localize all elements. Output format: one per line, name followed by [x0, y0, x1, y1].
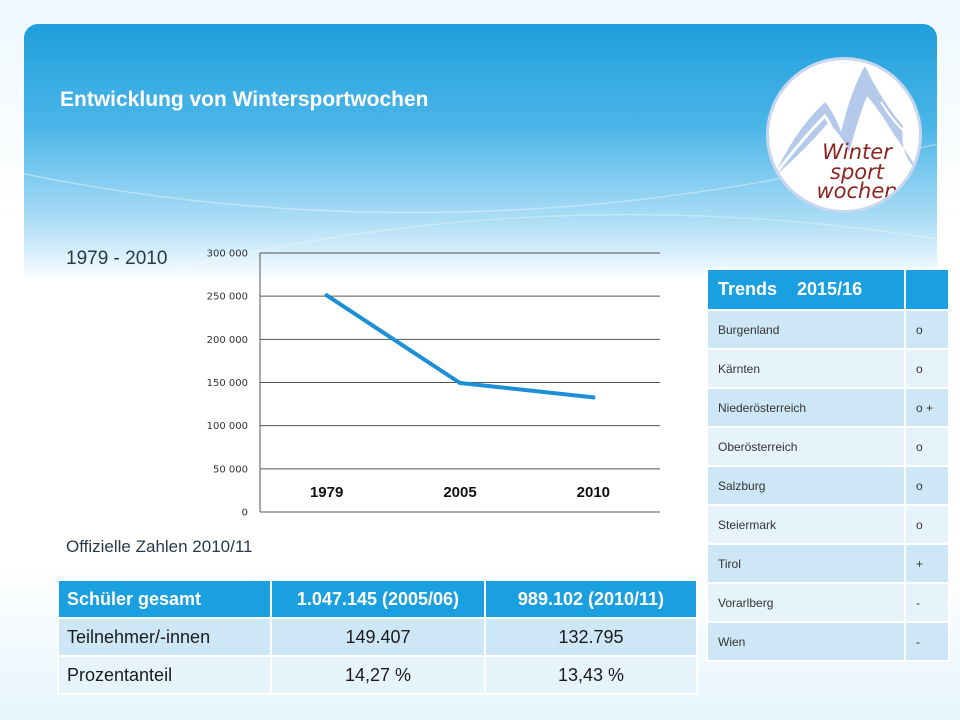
y-tick-label: 250 000 — [207, 292, 248, 303]
region-name: Salzburg — [706, 465, 906, 506]
stats-cell: Teilnehmer/-innen — [57, 617, 272, 657]
slide-title: Entwicklung von Wintersportwochen — [60, 88, 429, 111]
data-point — [591, 395, 596, 400]
logo-text-sport: sport — [830, 160, 884, 184]
participants-line-chart: 0 50 000 100 000 150 000 200 000 250 000 300 0… — [207, 249, 660, 519]
gridlines — [259, 252, 660, 513]
trend-value: o — [904, 426, 950, 467]
region-name: Tirol — [706, 543, 906, 584]
trends-table: Trends 2015/16 Burgenland o Kärnten o Nied… — [706, 268, 950, 662]
trends-header-cell — [904, 268, 950, 311]
trend-value: + — [904, 543, 950, 584]
y-tick-label: 100 000 — [207, 421, 248, 432]
x-tick-label: 2010 — [577, 484, 610, 501]
stats-header-cell: 1.047.145 (2005/06) — [270, 579, 486, 619]
mountain-icon — [773, 66, 919, 178]
logo-text-winter: Winter — [822, 140, 892, 164]
stats-header-row: Schüler gesamt 1.047.145 (2005/06) 989.1… — [57, 579, 698, 619]
trends-header-cell: Trends 2015/16 — [706, 268, 906, 311]
y-axis-ticks: 0 50 000 100 000 150 000 200 000 250 000 300 0… — [207, 249, 248, 519]
table-row: Kärnten o — [706, 348, 950, 389]
region-name: Niederösterreich — [706, 387, 906, 428]
region-name: Burgenland — [706, 309, 906, 350]
trend-value: o — [904, 504, 950, 545]
stats-cell: Prozentanteil — [57, 655, 272, 695]
stats-cell: 149.407 — [270, 617, 486, 657]
table-row: Prozentanteil 14,27 % 13,43 % — [57, 655, 698, 695]
x-tick-label: 1979 — [310, 484, 343, 501]
series — [324, 293, 596, 400]
region-name: Steiermark — [706, 504, 906, 545]
y-tick-label: 50 000 — [213, 464, 248, 475]
trend-value: o — [904, 309, 950, 350]
trend-value: o — [904, 348, 950, 389]
y-tick-label: 300 000 — [207, 249, 248, 260]
trend-value: - — [904, 621, 950, 662]
table-row: Niederösterreich o + — [706, 387, 950, 428]
stats-header-cell: 989.102 (2010/11) — [484, 579, 698, 619]
y-tick-label: 200 000 — [207, 335, 248, 346]
table-row: Wien - — [706, 621, 950, 662]
table-row: Oberösterreich o — [706, 426, 950, 467]
y-tick-label: 0 — [242, 508, 248, 519]
wintersportwochen-logo: Winter sport wochen — [766, 57, 922, 213]
data-point — [458, 381, 462, 386]
table-row: Burgenland o — [706, 309, 950, 350]
region-name: Oberösterreich — [706, 426, 906, 467]
trend-value: o — [904, 465, 950, 506]
region-name: Vorarlberg — [706, 582, 906, 623]
region-name: Wien — [706, 621, 906, 662]
table-row: Salzburg o — [706, 465, 950, 506]
stats-cell: 13,43 % — [484, 655, 698, 695]
data-point — [324, 293, 329, 298]
table-row: Steiermark o — [706, 504, 950, 545]
trend-value: - — [904, 582, 950, 623]
student-stats-table: Schüler gesamt 1.047.145 (2005/06) 989.1… — [57, 579, 698, 695]
stats-header-cell: Schüler gesamt — [57, 579, 272, 619]
period-label: 1979 - 2010 — [66, 248, 168, 269]
table-row: Vorarlberg - — [706, 582, 950, 623]
trend-value: o + — [904, 387, 950, 428]
x-tick-label: 2005 — [443, 484, 476, 501]
x-axis-labels: 1979 2005 2010 — [310, 484, 610, 501]
trends-header-row: Trends 2015/16 — [706, 268, 950, 311]
stats-cell: 132.795 — [484, 617, 698, 657]
official-figures-label: Offizielle Zahlen 2010/11 — [66, 537, 253, 556]
y-tick-label: 150 000 — [207, 378, 248, 389]
table-row: Tirol + — [706, 543, 950, 584]
region-name: Kärnten — [706, 348, 906, 389]
table-row: Teilnehmer/-innen 149.407 132.795 — [57, 617, 698, 657]
logo-text-wochen: wochen — [816, 179, 898, 203]
stats-cell: 14,27 % — [270, 655, 486, 695]
